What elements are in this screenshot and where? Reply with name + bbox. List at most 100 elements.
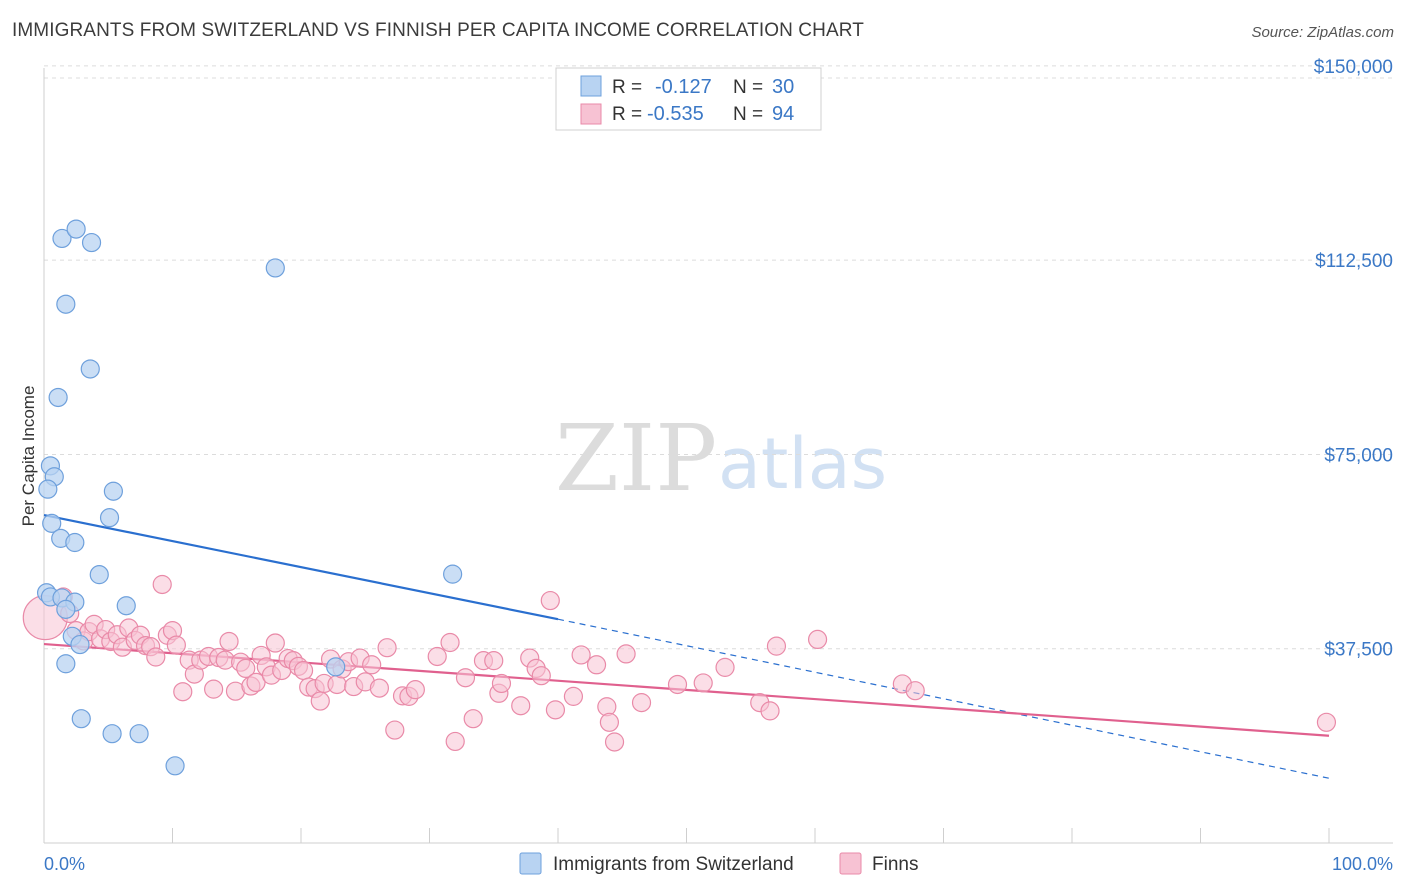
x-ticks <box>43 828 1330 843</box>
finns-points <box>22 574 1337 752</box>
gridlines <box>44 65 1393 650</box>
legend-n-label-2: N = <box>733 104 763 125</box>
y-tick-label: $75,000 <box>1324 445 1393 466</box>
watermark-atlas: atlas <box>718 423 887 505</box>
switzerland-point <box>165 756 185 776</box>
switzerland-point <box>103 481 123 501</box>
x-tick-label-end: 100.0% <box>1332 854 1393 874</box>
series-legend: Immigrants from Switzerland Finns <box>519 852 918 875</box>
watermark: ZIP atlas <box>555 405 887 512</box>
series-legend-label-finns: Finns <box>872 854 918 875</box>
finns-point <box>1316 712 1337 732</box>
switzerland-point <box>42 513 62 533</box>
y-axis-label: Per Capita Income <box>19 386 38 527</box>
finns-point <box>369 678 389 698</box>
y-tick-labels: $37,500 $75,000 $112,500 $150,000 <box>1314 57 1393 661</box>
finns-point <box>586 655 607 675</box>
finns-point <box>204 679 224 699</box>
finns-point <box>377 638 397 658</box>
y-tick-label: $37,500 <box>1324 640 1393 661</box>
finns-point <box>807 629 828 650</box>
legend-r-label-1: R = <box>612 77 642 98</box>
switzerland-point <box>99 508 120 528</box>
finns-point <box>491 673 512 694</box>
finns-point <box>445 731 465 752</box>
finns-point <box>715 657 735 677</box>
finns-point <box>427 646 447 667</box>
switzerland-point <box>443 564 463 584</box>
finns-point <box>405 680 425 700</box>
series-legend-label-switzerland: Immigrants from Switzerland <box>553 854 794 875</box>
finns-point <box>571 645 591 665</box>
legend-n-label-1: N = <box>733 77 763 98</box>
watermark-zip: ZIP <box>555 405 717 512</box>
switzerland-point <box>66 219 86 239</box>
finns-point <box>766 636 787 656</box>
switzerland-point <box>48 387 68 408</box>
finns-point <box>667 674 688 695</box>
legend-r-label-2: R = <box>612 104 642 125</box>
finns-point <box>166 635 186 655</box>
legend-r-value-2: -0.535 <box>647 103 704 125</box>
finns-point <box>540 590 560 611</box>
finns-point <box>511 696 531 716</box>
finns-point <box>693 673 713 693</box>
switzerland-point <box>129 724 149 744</box>
switzerland-point <box>56 654 76 674</box>
chart-title: IMMIGRANTS FROM SWITZERLAND VS FINNISH P… <box>12 20 864 41</box>
legend-swatch-pink <box>580 103 602 125</box>
finns-point <box>905 681 925 701</box>
finns-point <box>173 682 193 702</box>
finns-point <box>152 574 172 595</box>
trend-line-switzerland-extension <box>557 618 1330 779</box>
legend-n-value-1: 30 <box>772 76 794 98</box>
switzerland-point <box>56 294 76 314</box>
finns-point <box>440 632 460 653</box>
finns-point <box>599 712 620 732</box>
finns-point <box>455 668 476 688</box>
switzerland-point <box>265 258 285 278</box>
finns-point <box>760 701 780 721</box>
switzerland-points <box>36 219 463 776</box>
axes <box>43 68 1393 844</box>
finns-point <box>362 655 382 675</box>
finns-point <box>463 709 483 729</box>
switzerland-point <box>81 232 102 253</box>
finns-point <box>385 720 405 740</box>
finns-point <box>310 691 330 711</box>
finns-point <box>545 700 566 720</box>
x-tick-label-start: 0.0% <box>44 854 85 874</box>
finns-point <box>604 732 625 752</box>
switzerland-point <box>70 634 90 655</box>
y-tick-label: $112,500 <box>1315 251 1393 272</box>
finns-point <box>293 660 314 681</box>
finns-point <box>563 686 584 706</box>
series-legend-swatch-switzerland <box>519 852 542 875</box>
finns-point <box>631 693 652 713</box>
switzerland-point <box>326 657 346 677</box>
finns-point <box>236 658 256 679</box>
stats-legend: R = -0.127 N = 30 R = -0.535 N = 94 <box>555 67 822 131</box>
switzerland-point <box>52 228 72 249</box>
legend-swatch-blue <box>580 75 602 97</box>
finns-point <box>484 651 504 671</box>
switzerland-point <box>71 709 91 729</box>
switzerland-point <box>89 565 109 585</box>
y-tick-label: $150,000 <box>1314 57 1393 78</box>
series-legend-swatch-finns <box>839 852 862 875</box>
switzerland-point <box>65 532 85 553</box>
trend-line-switzerland <box>43 513 559 621</box>
switzerland-point <box>56 599 76 619</box>
legend-n-value-2: 94 <box>772 103 794 125</box>
finns-point <box>616 644 636 664</box>
finns-point <box>246 672 266 693</box>
finns-point <box>531 666 551 686</box>
switzerland-point <box>102 724 122 744</box>
finns-point <box>219 631 239 652</box>
finns-point <box>146 647 166 667</box>
switzerland-point <box>38 479 58 499</box>
finns-point <box>265 633 285 653</box>
switzerland-point <box>80 359 100 379</box>
switzerland-point <box>116 596 136 616</box>
